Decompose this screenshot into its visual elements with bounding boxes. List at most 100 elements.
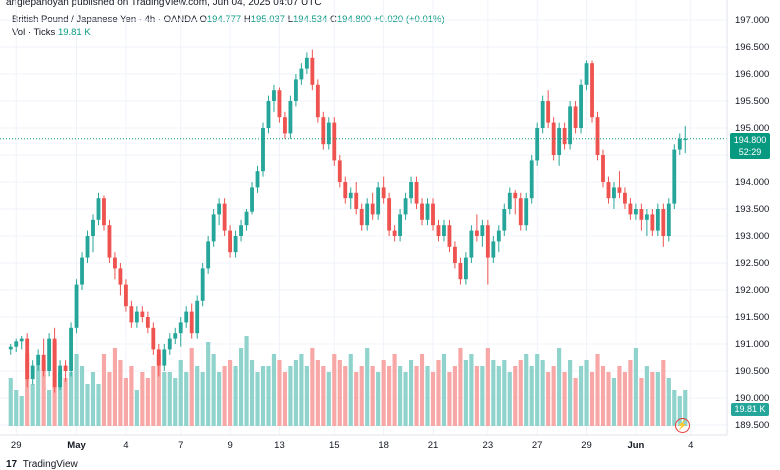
volume-bar: [107, 372, 112, 426]
volume-bar: [63, 378, 68, 426]
volume-bar: [655, 372, 660, 426]
candle-body: [233, 236, 238, 253]
candle-body: [655, 209, 660, 231]
volume-bar: [661, 360, 666, 426]
candle-body: [617, 187, 622, 193]
volume-bar: [518, 360, 523, 426]
volume-bar: [403, 372, 408, 426]
volume-bar: [376, 372, 381, 426]
volume-bar: [255, 372, 260, 426]
volume-bar: [551, 366, 556, 426]
candle-body: [387, 198, 392, 231]
volume-bar: [365, 348, 370, 426]
candle-body: [562, 128, 567, 145]
volume-bar: [337, 360, 342, 426]
price-tick-label: 195.500: [735, 96, 769, 107]
candle-body: [113, 257, 117, 269]
volume-bar: [112, 348, 118, 426]
candle-body: [337, 160, 342, 182]
price-tick-label: 191.000: [735, 339, 769, 350]
candle-body: [458, 263, 463, 280]
candle-body: [283, 117, 287, 134]
candle-body: [52, 338, 57, 388]
volume-bar: [419, 354, 425, 426]
candle-body: [398, 214, 403, 236]
candle-body: [546, 101, 551, 123]
volume-bar: [529, 366, 534, 426]
candle-body: [414, 182, 419, 204]
candle-body: [239, 225, 243, 236]
candle-body: [140, 311, 145, 317]
time-tick-label: 23: [483, 440, 494, 451]
volume-bar: [677, 396, 682, 426]
price-tick-label: 194.000: [735, 177, 769, 188]
candle-body: [162, 349, 167, 366]
volume-bar: [557, 348, 562, 426]
volume-legend: Vol · Ticks 19.81 K: [12, 27, 91, 38]
volume-bar: [206, 342, 211, 426]
volume-bar: [578, 366, 584, 426]
time-tick-label: 9: [227, 440, 232, 451]
volume-bar: [140, 372, 145, 426]
candle-body: [425, 203, 430, 220]
volume-bar: [36, 366, 41, 426]
volume-bar: [683, 390, 688, 426]
bar-countdown: 52:29: [738, 147, 762, 157]
volume-bar: [502, 360, 507, 426]
time-tick-label: 29: [581, 440, 592, 451]
candle-body: [25, 338, 30, 380]
candle-body: [644, 214, 649, 220]
volume-label[interactable]: Vol · Ticks: [12, 27, 56, 38]
candle-body: [502, 209, 507, 231]
candle-body: [19, 338, 24, 342]
candle-body: [14, 341, 19, 347]
tradingview-logo-icon[interactable]: 17: [6, 459, 18, 470]
volume-bar: [568, 360, 573, 426]
candle-body: [628, 203, 633, 215]
volume-bar: [47, 390, 52, 426]
time-tick-label: May: [67, 440, 86, 451]
candle-body: [551, 122, 556, 155]
candle-body: [266, 101, 271, 128]
volume-bar: [524, 354, 529, 426]
volume-bar: [217, 372, 222, 426]
candle-body: [195, 300, 200, 334]
candle-body: [217, 203, 222, 215]
volume-bar: [633, 348, 638, 426]
volume-bar: [271, 354, 277, 426]
volume-bar: [8, 378, 13, 426]
lightning-icon[interactable]: ⚡: [675, 418, 690, 433]
candle-body: [228, 230, 233, 253]
candle-body: [568, 106, 573, 145]
volume-bar: [343, 366, 348, 426]
volume-bar: [381, 360, 386, 426]
volume-bar: [277, 360, 282, 426]
volume-bar: [167, 372, 172, 426]
candle-body: [513, 192, 518, 199]
volume-bar: [622, 372, 628, 426]
volume-bar: [118, 360, 123, 426]
volume-bar: [145, 378, 150, 426]
candle-body: [58, 365, 63, 388]
volume-bar: [222, 366, 227, 426]
volume-bar: [469, 354, 474, 426]
candle-body: [601, 155, 605, 182]
volume-bar: [639, 378, 644, 426]
candle-body: [85, 236, 90, 258]
volume-bar: [184, 372, 189, 426]
volume-bar: [672, 390, 677, 426]
volume-bar: [123, 378, 128, 426]
candle-body: [173, 333, 178, 339]
candle-body: [540, 101, 545, 128]
volume-bar: [134, 390, 139, 426]
candle-body: [612, 187, 616, 199]
volume-bar: [485, 348, 490, 426]
volume-bar: [30, 384, 35, 426]
volume-bar: [430, 372, 436, 426]
volume-bar: [41, 360, 46, 426]
brand-name[interactable]: TradingView: [22, 459, 78, 470]
candle-body: [145, 317, 150, 328]
volume-bar: [96, 384, 101, 426]
volume-bar: [25, 354, 30, 426]
